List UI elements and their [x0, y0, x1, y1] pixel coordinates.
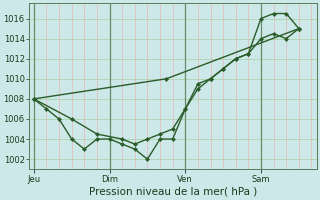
X-axis label: Pression niveau de la mer( hPa ): Pression niveau de la mer( hPa ): [89, 187, 257, 197]
